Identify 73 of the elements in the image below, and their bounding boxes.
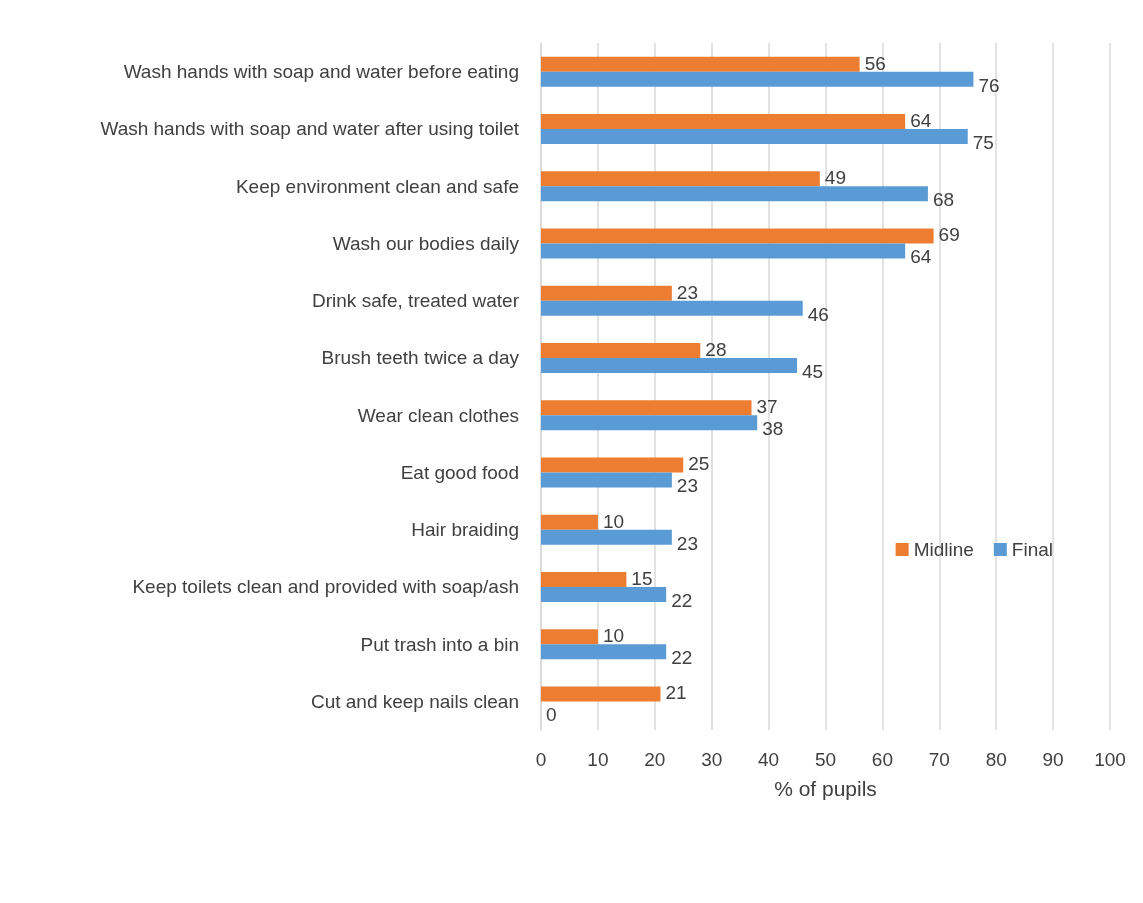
data-label: 75 — [972, 131, 994, 153]
bar — [541, 357, 798, 373]
bar — [541, 342, 701, 358]
y-tick-label: Hair braiding — [411, 519, 519, 541]
x-tick-label: 30 — [701, 749, 723, 770]
bar — [541, 472, 672, 488]
x-tick-label: 50 — [814, 749, 837, 770]
bar — [541, 686, 661, 702]
data-label: 23 — [676, 532, 699, 554]
x-tick-label: 40 — [758, 749, 780, 770]
x-tick-label: 100 — [1094, 749, 1126, 770]
bar — [541, 300, 803, 316]
x-tick-label: 20 — [644, 749, 666, 770]
x-tick-label: 90 — [1042, 749, 1064, 770]
y-tick-label: Drink safe, treated water — [312, 290, 520, 312]
bar — [541, 415, 758, 431]
y-tick-label: Eat good food — [400, 461, 519, 483]
y-tick-label: Wash hands with soap and water before eating — [123, 61, 519, 83]
bar — [541, 171, 820, 187]
y-tick-label: Keep toilets clean and provided with soap/ash — [132, 576, 519, 598]
x-tick-label: 0 — [535, 749, 547, 770]
x-tick-label: 10 — [587, 749, 609, 770]
data-label: 37 — [756, 396, 778, 418]
x-tick-label: 70 — [928, 749, 950, 770]
data-label: 22 — [671, 589, 693, 611]
data-label: 64 — [910, 246, 932, 268]
bar — [541, 529, 672, 545]
data-label: 68 — [932, 189, 955, 211]
bar — [541, 128, 968, 144]
data-label: 46 — [807, 303, 829, 325]
data-label: 23 — [676, 475, 699, 497]
bar — [541, 56, 860, 72]
data-label: 0 — [546, 704, 557, 726]
data-label: 49 — [824, 167, 846, 189]
data-label: 23 — [676, 281, 699, 303]
bar — [541, 186, 928, 202]
y-tick-label: Put trash into a bin — [360, 633, 519, 655]
data-label: 21 — [665, 682, 687, 704]
bar — [541, 514, 598, 530]
bar — [541, 457, 684, 473]
bar — [541, 243, 906, 259]
bar — [541, 644, 667, 660]
bar — [541, 586, 667, 602]
data-label: 10 — [602, 510, 625, 532]
bar — [541, 228, 934, 244]
data-label: 10 — [602, 625, 625, 647]
bar — [541, 400, 752, 416]
data-label: 56 — [864, 52, 886, 74]
y-tick-label: Cut and keep nails clean — [310, 690, 519, 712]
y-tick-label: Wash our bodies daily — [332, 232, 520, 254]
y-tick-label: Brush teeth twice a day — [321, 347, 520, 369]
legend-label: Midline — [913, 539, 974, 560]
bar — [541, 113, 906, 129]
data-label: 28 — [705, 338, 727, 360]
data-label: 15 — [631, 567, 653, 589]
data-label: 38 — [762, 418, 784, 440]
data-label: 45 — [802, 360, 824, 382]
data-label: 69 — [938, 224, 960, 246]
data-label: 76 — [978, 74, 1000, 96]
legend-label: Final — [1011, 539, 1054, 560]
y-tick-label: Wear clean clothes — [357, 404, 519, 426]
bar — [541, 285, 672, 301]
bar — [541, 629, 598, 645]
x-tick-label: 60 — [871, 749, 893, 770]
y-tick-label: Wash hands with soap and water after using toilet — [100, 118, 520, 140]
data-label: 22 — [671, 647, 693, 669]
data-label: 64 — [910, 109, 932, 131]
bar — [541, 71, 974, 87]
y-tick-label: Keep environment clean and safe — [235, 175, 519, 197]
x-axis-title: % of pupils — [774, 777, 877, 800]
x-tick-label: 80 — [985, 749, 1007, 770]
bar — [541, 571, 627, 587]
data-label: 25 — [688, 453, 710, 475]
